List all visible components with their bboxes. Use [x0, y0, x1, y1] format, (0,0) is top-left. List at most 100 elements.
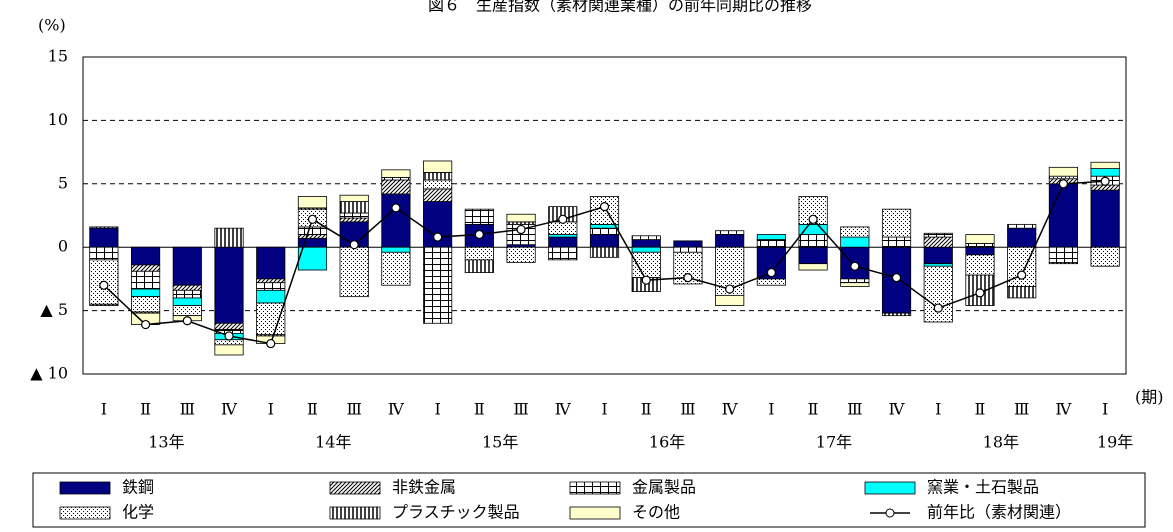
legend-swatch	[59, 506, 111, 520]
bar-segment	[506, 213, 536, 223]
line-point	[433, 232, 443, 242]
group-label: 13年	[148, 433, 184, 452]
bar-segment	[589, 234, 620, 248]
bar-segment	[756, 234, 786, 240]
x-tick-label: Ⅳ	[388, 400, 405, 419]
x-tick-label: Ⅳ	[722, 400, 739, 419]
bar-segment	[89, 303, 119, 306]
line-point	[766, 267, 776, 278]
bar-segment	[297, 226, 328, 235]
bar-segment	[339, 246, 369, 298]
bar-segment	[715, 294, 745, 306]
bar-segment	[172, 297, 202, 306]
bar-segment	[589, 227, 620, 235]
bar-segment	[423, 246, 453, 324]
legend-label: その他	[632, 503, 680, 522]
bar-segment	[548, 236, 578, 248]
bar-segment	[1090, 161, 1120, 169]
bar-segment	[256, 302, 286, 336]
bar-segment	[214, 227, 244, 248]
line-point	[725, 284, 735, 294]
bar-segment	[673, 240, 703, 248]
chart-title: 図６ 生産指数（素材関連業種）の前年同期比の推移	[428, 0, 812, 15]
bar-segment	[423, 160, 453, 173]
y-unit: (%)	[38, 16, 66, 35]
line-point	[558, 214, 568, 224]
line-point	[182, 316, 192, 326]
bar-segment	[715, 230, 745, 235]
bar-segment	[339, 212, 369, 219]
bar-segment	[214, 344, 244, 356]
group-label: 17年	[816, 433, 852, 452]
x-tick-label: Ⅰ	[101, 400, 107, 419]
legend-swatch	[59, 481, 111, 495]
y-tick-label: ▲ 5	[40, 300, 68, 319]
bar-segment	[756, 239, 786, 248]
bar-segment	[130, 296, 161, 313]
bar-segment	[297, 246, 328, 271]
line-point	[1017, 270, 1027, 280]
bar-segment	[381, 251, 411, 286]
bar-segment	[172, 289, 202, 299]
line-point	[516, 224, 526, 235]
legend-label: 窯業・土石製品	[927, 478, 1039, 497]
bar-segment	[631, 246, 661, 253]
line-point	[599, 202, 610, 212]
legend-label: 化学	[122, 503, 154, 522]
bar-segment	[631, 251, 661, 279]
x-tick-label: Ⅲ	[680, 400, 695, 419]
legend-swatch	[885, 508, 895, 518]
bar-segment	[840, 236, 870, 248]
bar-segment	[798, 234, 828, 248]
x-tick-label: Ⅳ	[555, 400, 572, 419]
bar-segment	[130, 288, 161, 298]
y-tick-label: 15	[48, 47, 68, 66]
bar-segment	[631, 239, 661, 248]
bar-segment	[881, 236, 912, 248]
x-tick-label: Ⅱ	[975, 400, 986, 419]
x-tick-label: Ⅰ	[601, 400, 607, 419]
x-tick-label: Ⅲ	[180, 400, 195, 419]
x-tick-label: Ⅰ	[1102, 400, 1108, 419]
legend-swatch	[569, 506, 621, 520]
line-point	[641, 275, 651, 285]
line-point	[1058, 179, 1069, 189]
bar-segment	[1048, 166, 1079, 177]
line-point	[891, 273, 902, 283]
legend-swatch	[329, 506, 381, 520]
bar-segment	[881, 208, 912, 238]
bar-segment	[214, 246, 244, 324]
bar-segment	[1007, 227, 1037, 248]
bar-segment	[214, 322, 244, 331]
bar-segment	[923, 246, 953, 265]
bar-segment	[1090, 246, 1120, 267]
bar-segment	[172, 246, 202, 286]
bar-segment	[840, 226, 870, 238]
legend-label: 前年比（素材関連）	[927, 503, 1071, 522]
bar-segment	[1048, 246, 1079, 263]
bar-segment	[673, 246, 703, 253]
group-label: 19年	[1097, 433, 1133, 452]
bar-segment	[715, 234, 745, 248]
line-point	[975, 288, 985, 298]
line-point	[307, 214, 318, 224]
bar-segment	[923, 236, 953, 248]
bar-segment	[840, 278, 870, 284]
line-point	[683, 273, 693, 283]
x-tick-label: Ⅱ	[808, 400, 819, 419]
bar-segment	[89, 246, 119, 261]
legend-label: 鉄鋼	[122, 478, 154, 497]
bar-segment	[1007, 223, 1037, 229]
line-point	[224, 331, 234, 341]
bar-segment	[172, 284, 202, 291]
bar-segment	[464, 259, 494, 273]
bar-segment	[130, 246, 161, 266]
bar-segment	[256, 278, 286, 284]
bar-segment	[840, 282, 870, 287]
bar-segment	[965, 246, 995, 256]
bar-segment	[798, 246, 828, 265]
bar-segment	[965, 234, 995, 244]
x-tick-label: Ⅱ	[474, 400, 485, 419]
y-tick-label: 0	[58, 237, 68, 256]
bar-segment	[297, 234, 328, 239]
